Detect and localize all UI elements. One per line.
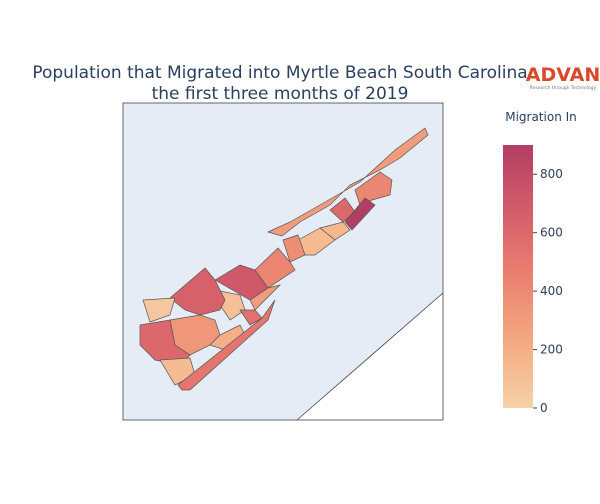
- region: [266, 127, 429, 237]
- logo-background: [526, 60, 598, 92]
- colorbar-tick-label: 200: [540, 343, 563, 357]
- colorbar-tick-label: 800: [540, 167, 563, 181]
- region: [177, 299, 276, 391]
- colorbar-title: Migration In: [505, 110, 577, 124]
- chart-title: Population that Migrated into Myrtle Bea…: [32, 63, 527, 83]
- logo-tagline: Research through Technology: [530, 85, 597, 91]
- chart-title: the first three months of 2019: [152, 84, 409, 104]
- map: [122, 102, 444, 421]
- map-border: [122, 102, 444, 421]
- region: [282, 234, 306, 263]
- region: [249, 284, 282, 311]
- region: [214, 264, 269, 301]
- logo: ADVAN: [526, 64, 600, 86]
- colorbar-tick-label: 600: [540, 226, 563, 240]
- boundary: [296, 292, 444, 421]
- colorbar-tick-label: 400: [540, 284, 563, 298]
- region: [142, 297, 176, 323]
- region: [254, 247, 296, 289]
- colorbar-tick-label: 0: [540, 401, 548, 415]
- region: [344, 197, 376, 231]
- colorbar: [503, 145, 533, 408]
- region: [169, 267, 226, 316]
